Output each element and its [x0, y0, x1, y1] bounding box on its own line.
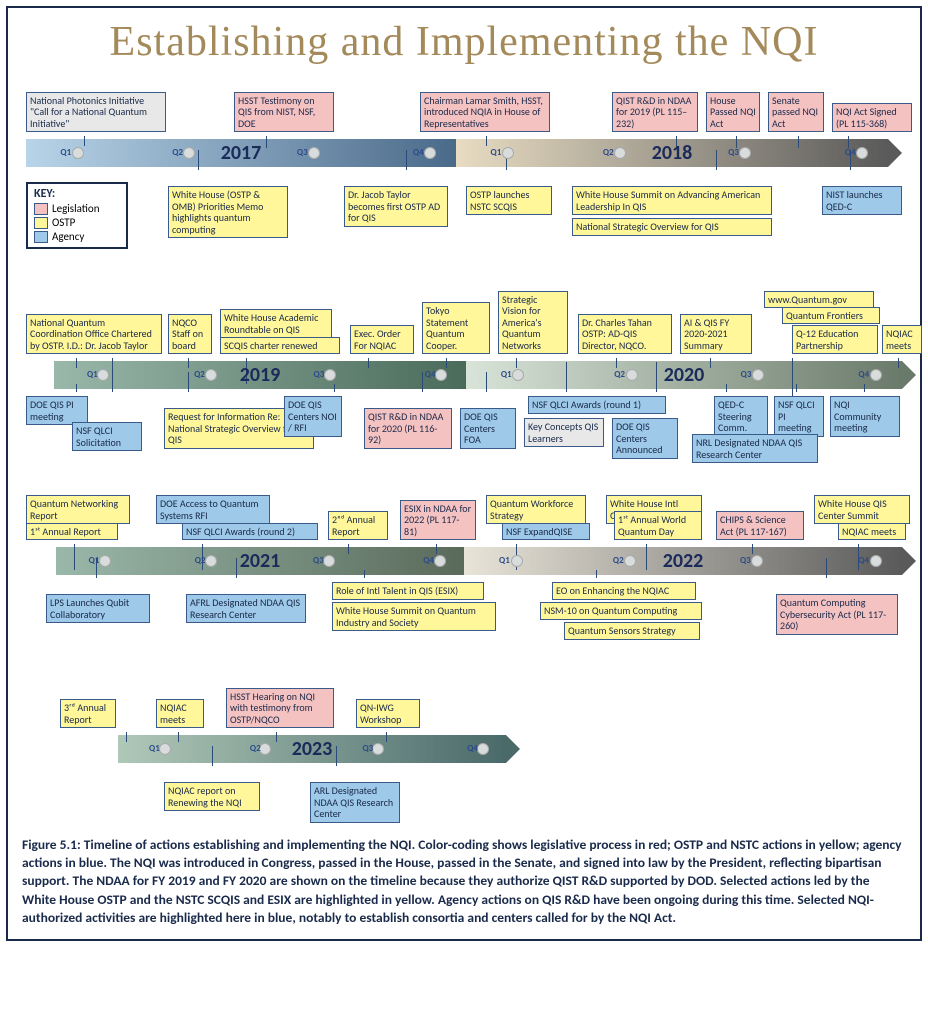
key-label: OSTP [52, 216, 75, 229]
year-bar: 2018Q1Q2Q3Q4 [456, 139, 888, 167]
callout: Q-12 Education Partnership [792, 325, 878, 354]
callout: DOE QIS PI meeting [26, 396, 88, 425]
callout: White House QIS Center Summit [814, 495, 910, 524]
callout: NQIAC meets [882, 325, 922, 354]
callout: 1ˢᵗ Annual Report [26, 523, 118, 541]
timeline-row: National Photonics Initiative "Call for … [16, 76, 912, 262]
callout: White House Academic Roundtable on QIS [220, 309, 332, 338]
year-bar: 2017Q1Q2Q3Q4 [26, 139, 456, 167]
callout: QN-IWG Workshop [356, 699, 420, 728]
callout: NQIAC report on Renewing the NQI [164, 782, 260, 811]
callout: NQI Community meeting [830, 396, 900, 437]
timeline-row: 3ʳᵈ Annual Report NQIAC meets HSST Hearing… [16, 672, 912, 826]
callout: 1ˢᵗ Annual World Quantum Day [614, 511, 702, 540]
callout: DOE QIS Centers FOA [460, 408, 516, 449]
year-bar: 2020Q1Q2Q3Q4 [466, 361, 902, 389]
callout: National Photonics Initiative "Call for … [26, 92, 166, 133]
callout: Role of Intl Talent in QIS (ESIX) [332, 582, 484, 600]
callout: SCQIS charter renewed [220, 337, 340, 355]
year-label: 2017 [221, 141, 262, 165]
callout: AI & QIS FY 2020-2021 Summary [680, 314, 752, 355]
callout: NQCO Staff on board [168, 314, 212, 355]
year-bar: 2023Q1Q2Q3Q4 [118, 735, 506, 763]
callout: NSF QLCI Solicitation [72, 422, 142, 451]
callout: NIST launches QED-C [822, 186, 902, 215]
callout: DOE QIS Centers Announced [612, 418, 678, 459]
callout: AFRL Designated NDAA QIS Research Center [186, 594, 306, 623]
key-label: Agency [52, 230, 84, 243]
callout: LPS Launches Qubit Collaboratory [46, 594, 150, 623]
callout: NQI Act Signed (PL 115-368) [832, 103, 912, 132]
callout: Quantum Frontiers [782, 307, 880, 325]
callout: HSST Hearing on NQI with testimony from … [226, 688, 334, 729]
callout: QED-C Steering Comm. [714, 396, 768, 437]
callout: DOE QIS Centers NOI / RFI [284, 396, 342, 437]
callout: Exec. Order For NQIAC [350, 325, 414, 354]
callout: NSM-10 on Quantum Computing [540, 602, 702, 620]
callout: White House Summit on Quantum Industry a… [332, 602, 496, 631]
callout: NRL Designated NDAA QIS Research Center [692, 434, 818, 463]
year-label: 2019 [240, 363, 281, 387]
callout: NSF QLCI Awards (round 1) [528, 396, 666, 414]
callout: ESIX in NDAA for 2022 (PL 117-81) [400, 500, 476, 541]
figure-caption: Figure 5.1: Timeline of actions establis… [16, 836, 912, 927]
year-bar: 2021Q1Q2Q3Q4 [56, 547, 464, 575]
callout: EO on Enhancing the NQIAC [552, 582, 696, 600]
callout: 2ⁿᵈ Annual Report [328, 511, 388, 540]
callout: NQIAC meets [838, 523, 906, 541]
callout: QIST R&D in NDAA for 2019 (PL 115–232) [612, 92, 698, 133]
callout: House Passed NQI Act [706, 92, 760, 133]
callout: NQIAC meets [156, 699, 204, 728]
callout: HSST Testimony on QIS from NIST, NSF, DO… [234, 92, 334, 133]
callout: Chairman Lamar Smith, HSST, introduced N… [420, 92, 550, 133]
callout: Quantum Sensors Strategy [564, 622, 700, 640]
timeline-row: Quantum Networking Report1ˢᵗ Annual Repo… [16, 484, 912, 666]
timeline-row: National Quantum Coordination Office Cha… [16, 268, 912, 478]
year-label: 2022 [663, 549, 704, 573]
callout: Tokyo Statement Quantum Cooper. [422, 302, 490, 354]
callout: DOE Access to Quantum Systems RFI [156, 495, 270, 524]
callout: Quantum Computing Cybersecurity Act (PL … [776, 594, 898, 635]
callout: Dr. Charles Tahan OSTP: AD-QIS Director,… [578, 314, 672, 355]
callout: White House Summit on Advancing American… [572, 186, 772, 215]
callout: National Quantum Coordination Office Cha… [26, 314, 162, 355]
year-label: 2018 [652, 141, 693, 165]
key-label: Legislation [52, 202, 100, 215]
callout: OSTP launches NSTC SCQIS [466, 186, 552, 215]
callout: Quantum Networking Report [26, 495, 130, 524]
callout: Dr. Jacob Taylor becomes first OSTP AD f… [344, 186, 448, 227]
timeline-container: National Photonics Initiative "Call for … [16, 76, 912, 826]
callout: White House (OSTP & OMB) Priorities Memo… [168, 186, 288, 238]
callout: National Strategic Overview for QIS [572, 218, 772, 236]
figure-frame: Establishing and Implementing the NQI Na… [6, 6, 922, 941]
callout: NSF QLCI Awards (round 2) [182, 523, 318, 541]
year-bar: 2019Q1Q2Q3Q4 [54, 361, 466, 389]
callout: NSF ExpandQISE [502, 523, 590, 541]
callout: 3ʳᵈ Annual Report [60, 699, 116, 728]
callout: Quantum Workforce Strategy [486, 495, 586, 524]
figure-title: Establishing and Implementing the NQI [16, 18, 912, 66]
callout: NSF QLCI PI meeting [774, 396, 824, 437]
callout: ARL Designated NDAA QIS Research Center [310, 782, 400, 823]
year-label: 2023 [292, 737, 333, 761]
callout: Key Concepts QIS Learners [524, 418, 604, 447]
year-label: 2021 [240, 549, 281, 573]
callout: Strategic Vision for America's Quantum N… [498, 291, 568, 355]
legend-key: KEY:LegislationOSTPAgency [26, 182, 128, 249]
callout: QIST R&D in NDAA for 2020 (PL 116-92) [364, 408, 452, 449]
callout: Senate passed NQI Act [768, 92, 824, 133]
callout: www.Quantum.gov [764, 291, 874, 309]
year-bar: 2022Q1Q2Q3Q4 [464, 547, 902, 575]
callout: CHIPS & Science Act (PL 117-167) [716, 511, 804, 540]
year-label: 2020 [664, 363, 705, 387]
